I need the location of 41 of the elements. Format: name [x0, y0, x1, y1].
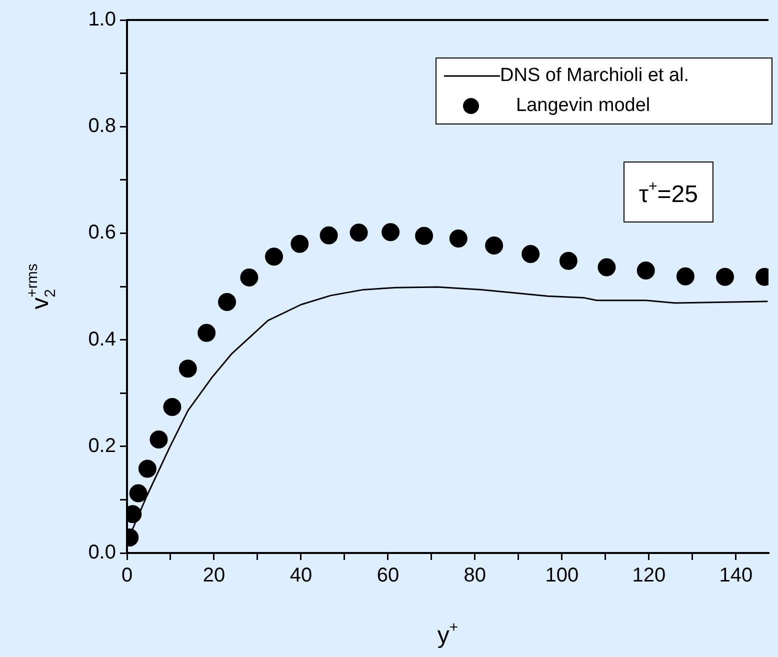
point: [382, 223, 400, 242]
x-tick-label: 40: [290, 564, 312, 587]
point: [449, 230, 468, 248]
y-tick-label: 1.0: [88, 8, 116, 31]
point: [198, 324, 216, 342]
x-axis-title: y+: [437, 619, 458, 649]
point: [178, 360, 197, 378]
x-tick-label: 20: [202, 564, 226, 587]
point: [350, 224, 368, 242]
y-tick-label: 0.0: [88, 542, 116, 564]
annotation: τ+=25: [639, 178, 698, 208]
x-tick-label: 100: [545, 564, 579, 587]
y-tick-label: 0.8: [88, 115, 116, 138]
point: [415, 226, 434, 245]
point: [598, 258, 616, 276]
point: [522, 244, 540, 263]
legend-label: Langevin model: [516, 95, 650, 116]
point: [559, 252, 578, 270]
y-tick-label: 0.6: [88, 222, 116, 244]
x-tick-label: 60: [376, 564, 400, 587]
y-tick-label: 0.2: [88, 434, 116, 457]
point: [150, 430, 168, 448]
x-tick-label: 120: [632, 564, 666, 587]
point: [290, 234, 309, 253]
y-axis-title: v2+rms: [24, 264, 60, 310]
legend-label: DNS of Marchioli et al.: [500, 65, 690, 86]
point: [265, 248, 283, 266]
y-tick-label: 0.4: [88, 328, 116, 350]
x-tick-label: 140: [719, 564, 753, 587]
point: [138, 460, 156, 478]
x-tick-label: 80: [464, 564, 486, 587]
point: [320, 226, 338, 244]
x-tick-label: 0: [121, 564, 133, 587]
point: [240, 268, 258, 286]
point: [485, 236, 504, 254]
point: [218, 292, 236, 311]
point: [129, 484, 148, 502]
point: [716, 268, 734, 286]
point: [163, 398, 182, 416]
point: [676, 267, 694, 286]
point: [636, 262, 655, 280]
